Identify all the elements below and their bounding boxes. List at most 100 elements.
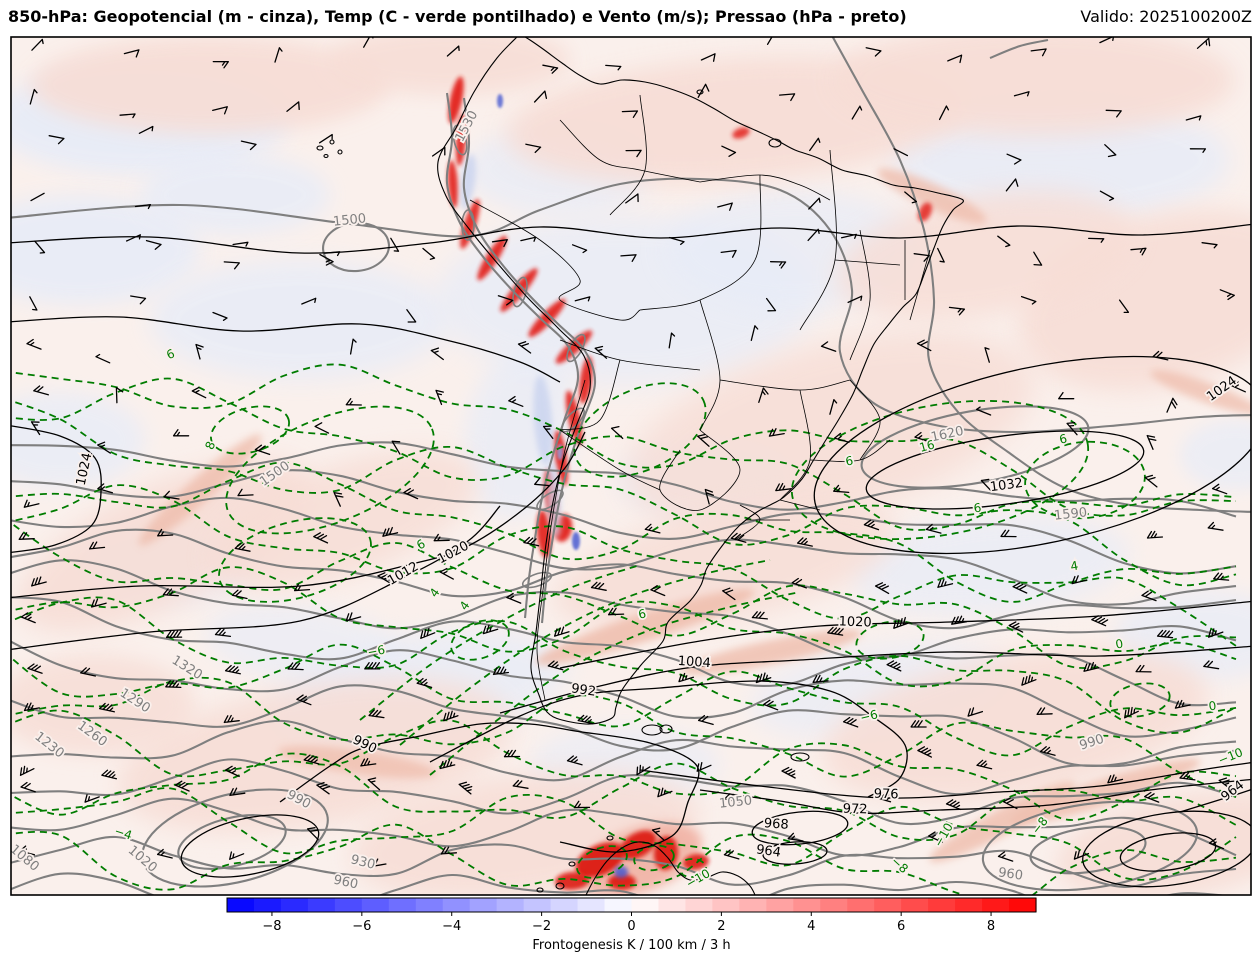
wind-barb [766, 37, 773, 45]
wind-barb [722, 587, 736, 601]
wind-barb [1006, 153, 1022, 165]
wind-barb [840, 233, 857, 239]
border-line [536, 379, 586, 701]
colorbar-segment [847, 898, 875, 912]
border-line [659, 429, 741, 511]
wind-barb [191, 386, 207, 399]
pressure-contour [180, 814, 320, 878]
island [641, 724, 663, 736]
wind-barb [571, 244, 588, 254]
wind-barb [30, 192, 45, 202]
shading-blob [150, 260, 450, 380]
temperature-contour [11, 484, 1237, 647]
wind-barb [223, 714, 240, 724]
wind-barb [980, 478, 993, 493]
shading-blob [572, 532, 580, 550]
colorbar-tick-label: −8 [262, 919, 281, 934]
wind-barb [1208, 628, 1224, 638]
colorbar-tick-label: 8 [987, 919, 995, 934]
colorbar-segment [820, 898, 848, 912]
colorbar-segment [523, 898, 552, 912]
temperature-contour [225, 405, 435, 535]
wind-barb [1211, 483, 1228, 495]
wind-barb [925, 523, 942, 534]
wind-barb [913, 253, 930, 262]
pressure-contour [11, 223, 1251, 254]
wind-barb [1124, 706, 1139, 719]
wind-barb [1218, 777, 1232, 791]
shading-blob [575, 842, 625, 878]
shading-blob [836, 190, 1134, 320]
geopotential-contour [521, 571, 553, 589]
wind-barb [439, 759, 456, 770]
wind-barb [1166, 397, 1178, 413]
wind-barb [31, 576, 47, 587]
colorbar-tick-label: −2 [532, 919, 551, 934]
pressure-contour [11, 425, 102, 553]
wind-barb [229, 851, 245, 860]
wind-barb [1196, 37, 1211, 49]
temperature-contour [11, 752, 1237, 841]
colorbar-segment [388, 898, 417, 912]
geopotential-contour [11, 719, 1237, 796]
wind-barb [115, 387, 124, 404]
wind-barb [916, 339, 932, 352]
colorbar-segment [739, 898, 767, 912]
wind-barb [1030, 48, 1047, 57]
wind-barb [274, 47, 283, 63]
wind-barb [97, 441, 111, 454]
wind-barb [542, 425, 554, 440]
pressure-contour [429, 680, 908, 798]
wind-barb [948, 306, 966, 316]
wind-barb [440, 846, 458, 855]
colorbar-segment [334, 898, 363, 912]
temperature-contour [1024, 440, 1146, 520]
wind-barb [212, 106, 228, 115]
wind-barb [1141, 590, 1157, 602]
wind-barb [523, 536, 540, 547]
wind-barb [865, 47, 882, 57]
colorbar-tick-label: −4 [442, 919, 461, 934]
wind-barb [1146, 530, 1164, 539]
temperature-contour [359, 564, 641, 721]
wind-barb [403, 487, 419, 500]
shading-blob [822, 648, 1208, 802]
wind-barb [286, 101, 300, 112]
temperature-contour [11, 823, 1237, 895]
wind-barb [97, 483, 114, 494]
wind-barb [157, 528, 174, 537]
temperature-contour [11, 709, 1237, 821]
wind-barb [19, 845, 36, 856]
wind-barb [1130, 247, 1147, 256]
temperature-contour [790, 399, 1090, 541]
geopotential-contour [11, 496, 1237, 606]
antarctic-peninsula-coastline [585, 841, 756, 895]
temperature-contour [429, 591, 801, 776]
wind-barb [621, 110, 639, 118]
wind-barb [212, 60, 229, 69]
contour-label: 1020 [838, 614, 872, 630]
wind-barb [696, 761, 712, 772]
south-america-coastline [437, 37, 964, 725]
wind-barb [938, 105, 950, 121]
border-line [779, 499, 821, 511]
wind-barb [31, 38, 44, 51]
colorbar-tick-label: −6 [352, 919, 371, 934]
wind-barb [917, 746, 933, 758]
wind-barb [314, 422, 330, 434]
wind-barb [224, 664, 241, 675]
border-line [849, 379, 881, 461]
wind-barb [893, 148, 909, 157]
wind-barb [232, 241, 249, 247]
shading-blob [835, 37, 1235, 135]
geopotential-contour [981, 800, 1199, 892]
island [568, 861, 576, 867]
wind-barb [446, 45, 460, 57]
wind-barb [651, 827, 665, 841]
border-line [849, 229, 871, 361]
wind-barb [231, 589, 248, 600]
colorbar-segment [685, 898, 713, 912]
pressure-contour [639, 762, 1251, 799]
wind-barb [26, 338, 42, 350]
wind-barb [223, 261, 240, 270]
